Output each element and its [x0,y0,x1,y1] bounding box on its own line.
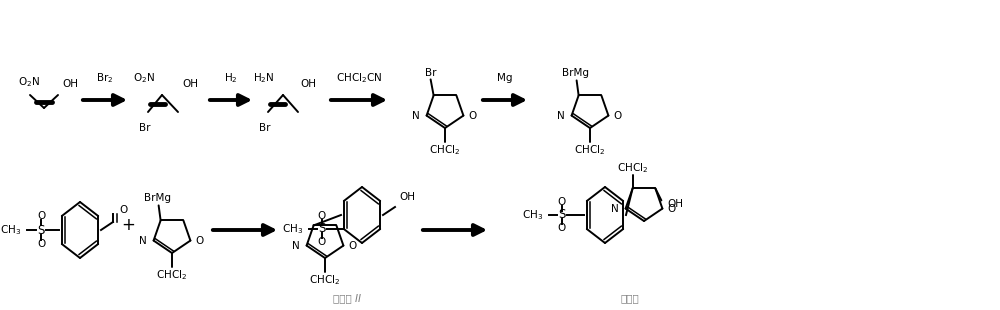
Text: S: S [558,209,566,222]
Text: CHCl$_2$: CHCl$_2$ [156,268,188,282]
Text: OH: OH [667,199,683,210]
Text: BrMg: BrMg [144,193,171,203]
Text: N: N [412,111,420,121]
Text: BrMg: BrMg [562,69,589,78]
Text: O$_2$N: O$_2$N [18,75,40,89]
Text: O: O [558,197,566,207]
Text: CHCl$_2$: CHCl$_2$ [617,162,648,175]
Text: O: O [318,211,326,221]
Text: Br$_2$: Br$_2$ [96,71,114,85]
Text: O: O [195,236,204,246]
Text: Br: Br [425,69,436,78]
Text: +: + [121,216,135,234]
Text: CHCl$_2$CN: CHCl$_2$CN [336,71,382,85]
Text: OH: OH [62,79,78,89]
Text: N: N [557,111,565,121]
Text: O: O [37,239,45,249]
Text: O: O [119,205,127,215]
Text: OH: OH [300,79,316,89]
Text: N: N [611,204,619,214]
Text: Br: Br [259,123,271,133]
Text: CH$_3$: CH$_3$ [282,222,303,236]
Text: Br: Br [139,123,151,133]
Text: O: O [613,111,622,121]
Text: OH: OH [399,192,415,202]
Text: CHCl$_2$: CHCl$_2$ [574,143,606,157]
Text: 环合物: 环合物 [621,293,639,303]
Text: O: O [37,211,45,221]
Text: H$_2$: H$_2$ [224,71,238,85]
Text: O: O [468,111,477,121]
Text: 环合物 II: 环合物 II [333,293,361,303]
Text: Mg: Mg [497,73,513,83]
Text: CH$_3$: CH$_3$ [0,223,21,237]
Text: O: O [558,223,566,233]
Text: CHCl$_2$: CHCl$_2$ [429,143,461,157]
Text: S: S [318,223,326,236]
Text: O: O [318,237,326,247]
Text: S: S [37,224,45,237]
Text: OH: OH [182,79,198,89]
Text: H$_2$N: H$_2$N [253,71,275,85]
Text: N: N [292,241,300,250]
Text: CHCl$_2$: CHCl$_2$ [309,273,341,287]
Text: O: O [348,241,357,250]
Text: O: O [667,204,676,214]
Text: CH$_3$: CH$_3$ [522,208,543,222]
Text: O$_2$N: O$_2$N [133,71,155,85]
Text: N: N [139,236,147,246]
